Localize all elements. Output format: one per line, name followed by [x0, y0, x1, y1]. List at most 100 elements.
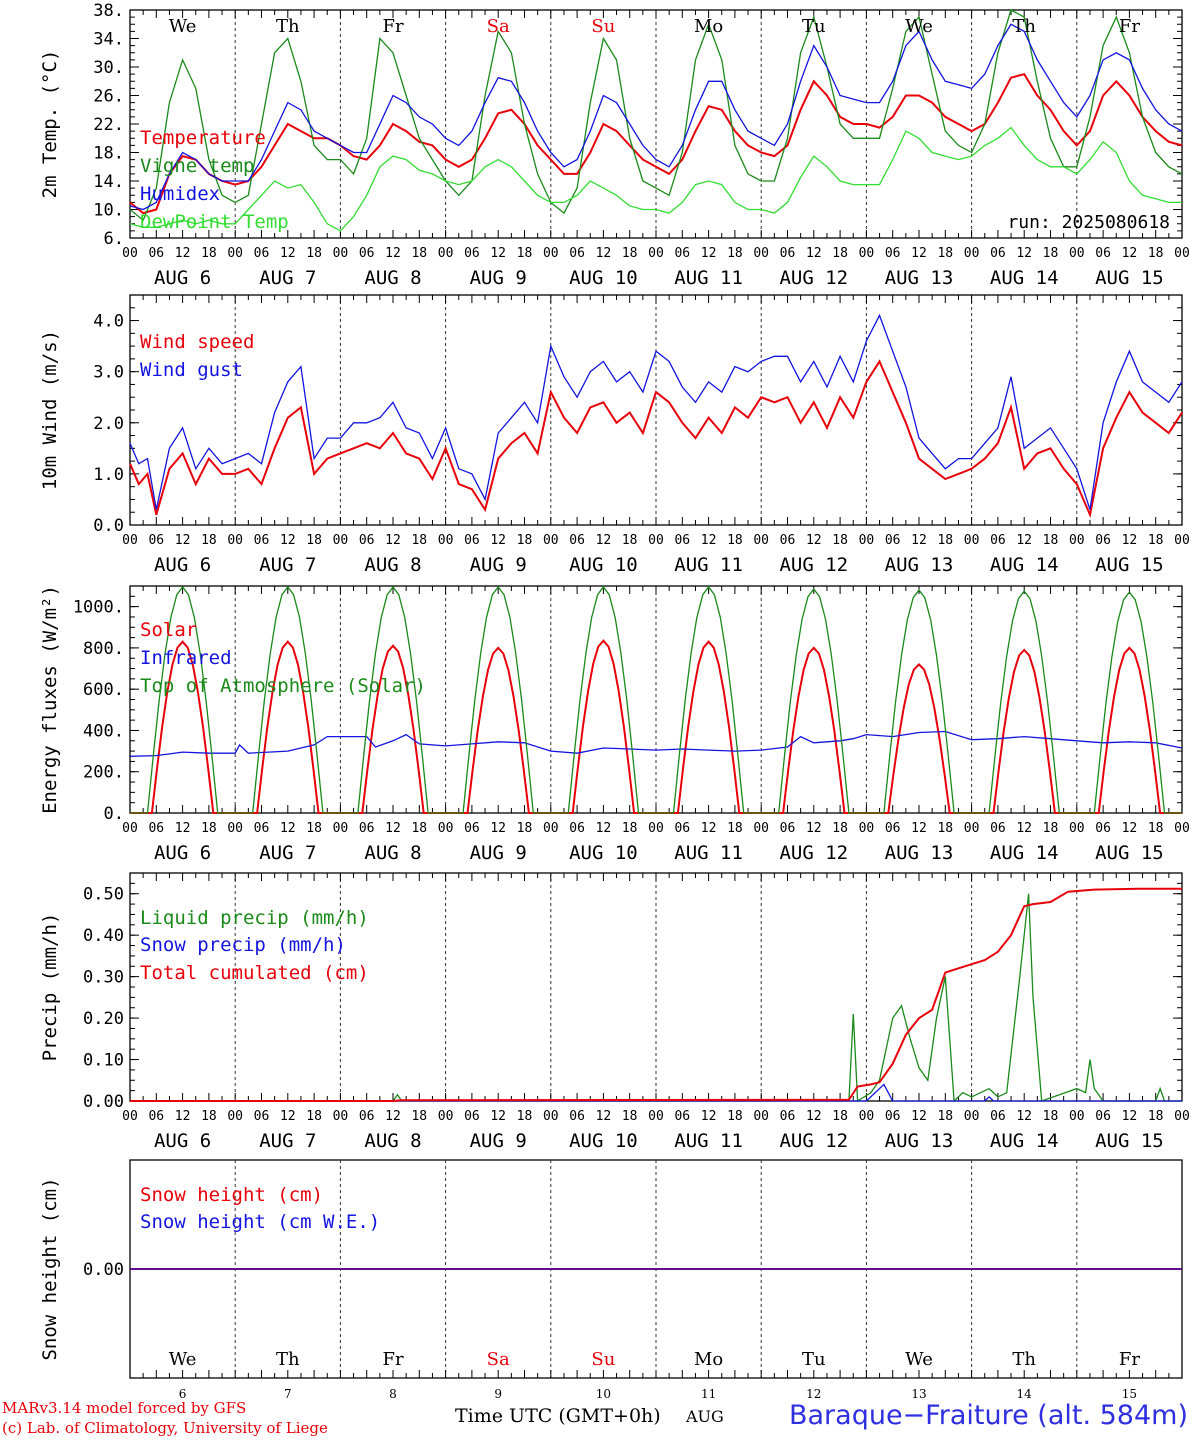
- hour-tick-label: 18: [832, 821, 848, 836]
- hour-tick-label: 18: [201, 533, 217, 548]
- hour-tick-label: 06: [254, 1109, 270, 1124]
- hour-tick-label: 12: [280, 821, 296, 836]
- legend-entry: Vigne temp: [140, 155, 254, 177]
- hour-tick-label: 06: [1095, 533, 1111, 548]
- weekday-label: Th: [276, 1349, 300, 1370]
- date-label: AUG 14: [990, 267, 1059, 289]
- hour-tick-label: 00: [648, 533, 664, 548]
- hour-tick-label: 12: [596, 533, 612, 548]
- y-tick-label: 38.: [93, 1, 124, 21]
- hour-tick-label: 12: [701, 533, 717, 548]
- weekday-label: We: [169, 1349, 197, 1370]
- weekday-label: Mo: [694, 1349, 723, 1370]
- hour-tick-label: 12: [175, 246, 191, 261]
- hour-tick-label: 18: [1043, 1109, 1059, 1124]
- legend-entry: Humidex: [140, 183, 220, 205]
- hour-tick-label: 06: [464, 246, 480, 261]
- y-tick-label: 400.: [83, 721, 124, 741]
- weekday-label: Su: [591, 1349, 615, 1370]
- hour-tick-label: 18: [622, 1109, 638, 1124]
- hour-tick-label: 12: [806, 533, 822, 548]
- day-number-label: 6: [179, 1387, 187, 1401]
- hour-tick-label: 12: [911, 1109, 927, 1124]
- hour-tick-label: 12: [280, 1109, 296, 1124]
- date-label: AUG 11: [674, 554, 743, 576]
- date-label: AUG 12: [779, 554, 848, 576]
- hour-tick-label: 00: [122, 1109, 138, 1124]
- hour-tick-label: 00: [227, 1109, 243, 1124]
- hour-tick-label: 00: [648, 821, 664, 836]
- y-tick-label: 6.: [104, 229, 124, 249]
- hour-tick-label: 06: [674, 533, 690, 548]
- hour-tick-label: 06: [990, 533, 1006, 548]
- date-label: AUG 6: [154, 842, 211, 864]
- date-label: AUG 15: [1095, 1130, 1164, 1152]
- hour-tick-label: 06: [569, 1109, 585, 1124]
- date-label: AUG 8: [364, 554, 421, 576]
- hour-tick-label: 00: [438, 246, 454, 261]
- hour-tick-label: 00: [227, 533, 243, 548]
- series-line-top-of-atmosphere-solar-: [130, 585, 1182, 814]
- hour-tick-label: 00: [648, 1109, 664, 1124]
- hour-tick-label: 00: [1069, 821, 1085, 836]
- legend-entry: Snow height (cm W.E.): [140, 1211, 380, 1233]
- hour-tick-label: 06: [569, 821, 585, 836]
- hour-tick-label: 00: [964, 246, 980, 261]
- y-tick-label: 0.30: [83, 968, 124, 988]
- hour-tick-label: 18: [306, 246, 322, 261]
- y-tick-label: 2.0: [93, 414, 124, 434]
- hour-tick-label: 00: [753, 246, 769, 261]
- hour-tick-label: 06: [885, 1109, 901, 1124]
- date-label: AUG 7: [259, 842, 316, 864]
- hour-tick-label: 06: [569, 533, 585, 548]
- hour-tick-label: 06: [674, 1109, 690, 1124]
- series-line-liquid-precip-mm-h-: [130, 893, 1182, 1103]
- date-label: AUG 6: [154, 267, 211, 289]
- series-line-vigne-temp: [129, 9, 1183, 222]
- hour-tick-label: 18: [306, 533, 322, 548]
- hour-tick-label: 00: [648, 246, 664, 261]
- date-label: AUG 7: [259, 554, 316, 576]
- date-label: AUG 11: [674, 842, 743, 864]
- hour-tick-label: 06: [148, 1109, 164, 1124]
- series-line-total-cumulated-cm-: [130, 887, 1182, 1102]
- hour-tick-label: 18: [937, 821, 953, 836]
- y-tick-label: 3.0: [93, 363, 124, 383]
- hour-tick-label: 06: [885, 246, 901, 261]
- hour-tick-label: 18: [937, 1109, 953, 1124]
- hour-tick-label: 12: [701, 1109, 717, 1124]
- hour-tick-label: 12: [806, 246, 822, 261]
- date-label: AUG 15: [1095, 842, 1164, 864]
- weekday-label: Th: [1012, 1349, 1036, 1370]
- y-axis-title: Snow height (cm): [39, 1177, 61, 1360]
- y-tick-label: 4.0: [93, 312, 124, 332]
- weekday-label: Sa: [487, 16, 510, 37]
- date-label: AUG 14: [990, 842, 1059, 864]
- hour-tick-label: 12: [596, 821, 612, 836]
- hour-tick-label: 00: [543, 821, 559, 836]
- hour-tick-label: 18: [1043, 821, 1059, 836]
- hour-tick-label: 12: [596, 246, 612, 261]
- hour-tick-label: 18: [201, 1109, 217, 1124]
- legend-entry: Temperature: [140, 127, 266, 149]
- day-number-label: 9: [494, 1387, 502, 1401]
- hour-tick-label: 06: [674, 246, 690, 261]
- date-label: AUG 12: [779, 267, 848, 289]
- hour-tick-label: 18: [727, 246, 743, 261]
- series-line-snow-precip-mm-h-: [130, 1083, 1182, 1102]
- weekday-label: Fr: [382, 1349, 403, 1370]
- date-label: AUG 14: [990, 554, 1059, 576]
- hour-tick-label: 18: [832, 1109, 848, 1124]
- y-tick-label: 0.10: [83, 1051, 124, 1071]
- hour-tick-label: 12: [1122, 821, 1138, 836]
- weekday-label: We: [169, 16, 197, 37]
- x-axis-title: Time UTC (GMT+0h): [455, 1405, 661, 1427]
- hour-tick-label: 00: [122, 533, 138, 548]
- hour-tick-label: 06: [464, 821, 480, 836]
- date-label: AUG 14: [990, 1130, 1059, 1152]
- hour-tick-label: 12: [385, 1109, 401, 1124]
- day-number-label: 13: [911, 1387, 926, 1401]
- y-tick-label: 600.: [83, 680, 124, 700]
- hour-tick-label: 06: [464, 533, 480, 548]
- hour-tick-label: 00: [753, 533, 769, 548]
